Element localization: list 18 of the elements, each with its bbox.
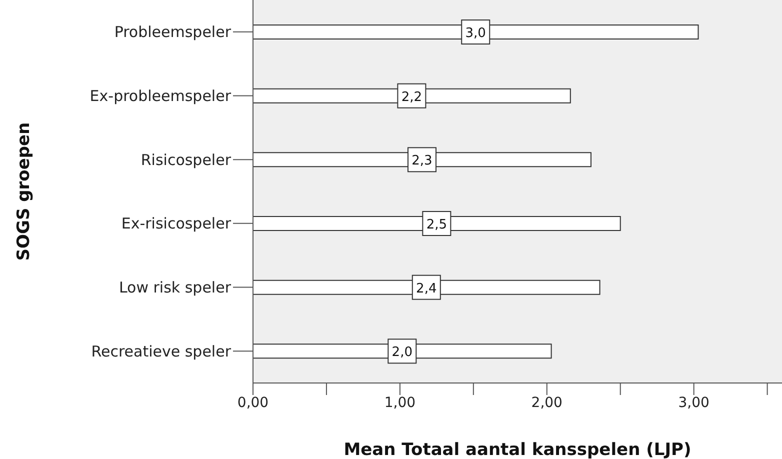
data-label: 2,4 xyxy=(416,281,437,296)
y-tick-label: Risicospeler xyxy=(140,150,232,169)
y-tick-label: Low risk speler xyxy=(118,278,232,297)
data-label: 3,0 xyxy=(465,26,486,41)
y-tick-label: Probleemspeler xyxy=(114,23,232,42)
data-label: 2,3 xyxy=(412,154,432,169)
data-label: 2,5 xyxy=(426,218,448,232)
x-tick-label: 0,00 xyxy=(237,394,269,411)
data-label: 2,0 xyxy=(392,345,412,360)
y-axis-title: SOGS groepen xyxy=(14,122,34,261)
x-axis-title: Mean Totaal aantal kansspelen (LJP) xyxy=(344,440,692,459)
y-tick-label: Ex-risicospeler xyxy=(121,214,232,233)
data-label: 2,2 xyxy=(401,90,422,105)
x-tick-label: 2,00 xyxy=(531,394,562,411)
x-tick-label: 1,00 xyxy=(384,394,416,411)
y-tick-label: Recreatieve speler xyxy=(91,342,232,360)
x-tick-label: 3,00 xyxy=(678,394,710,411)
y-tick-label: Ex-probleemspeler xyxy=(90,87,232,106)
